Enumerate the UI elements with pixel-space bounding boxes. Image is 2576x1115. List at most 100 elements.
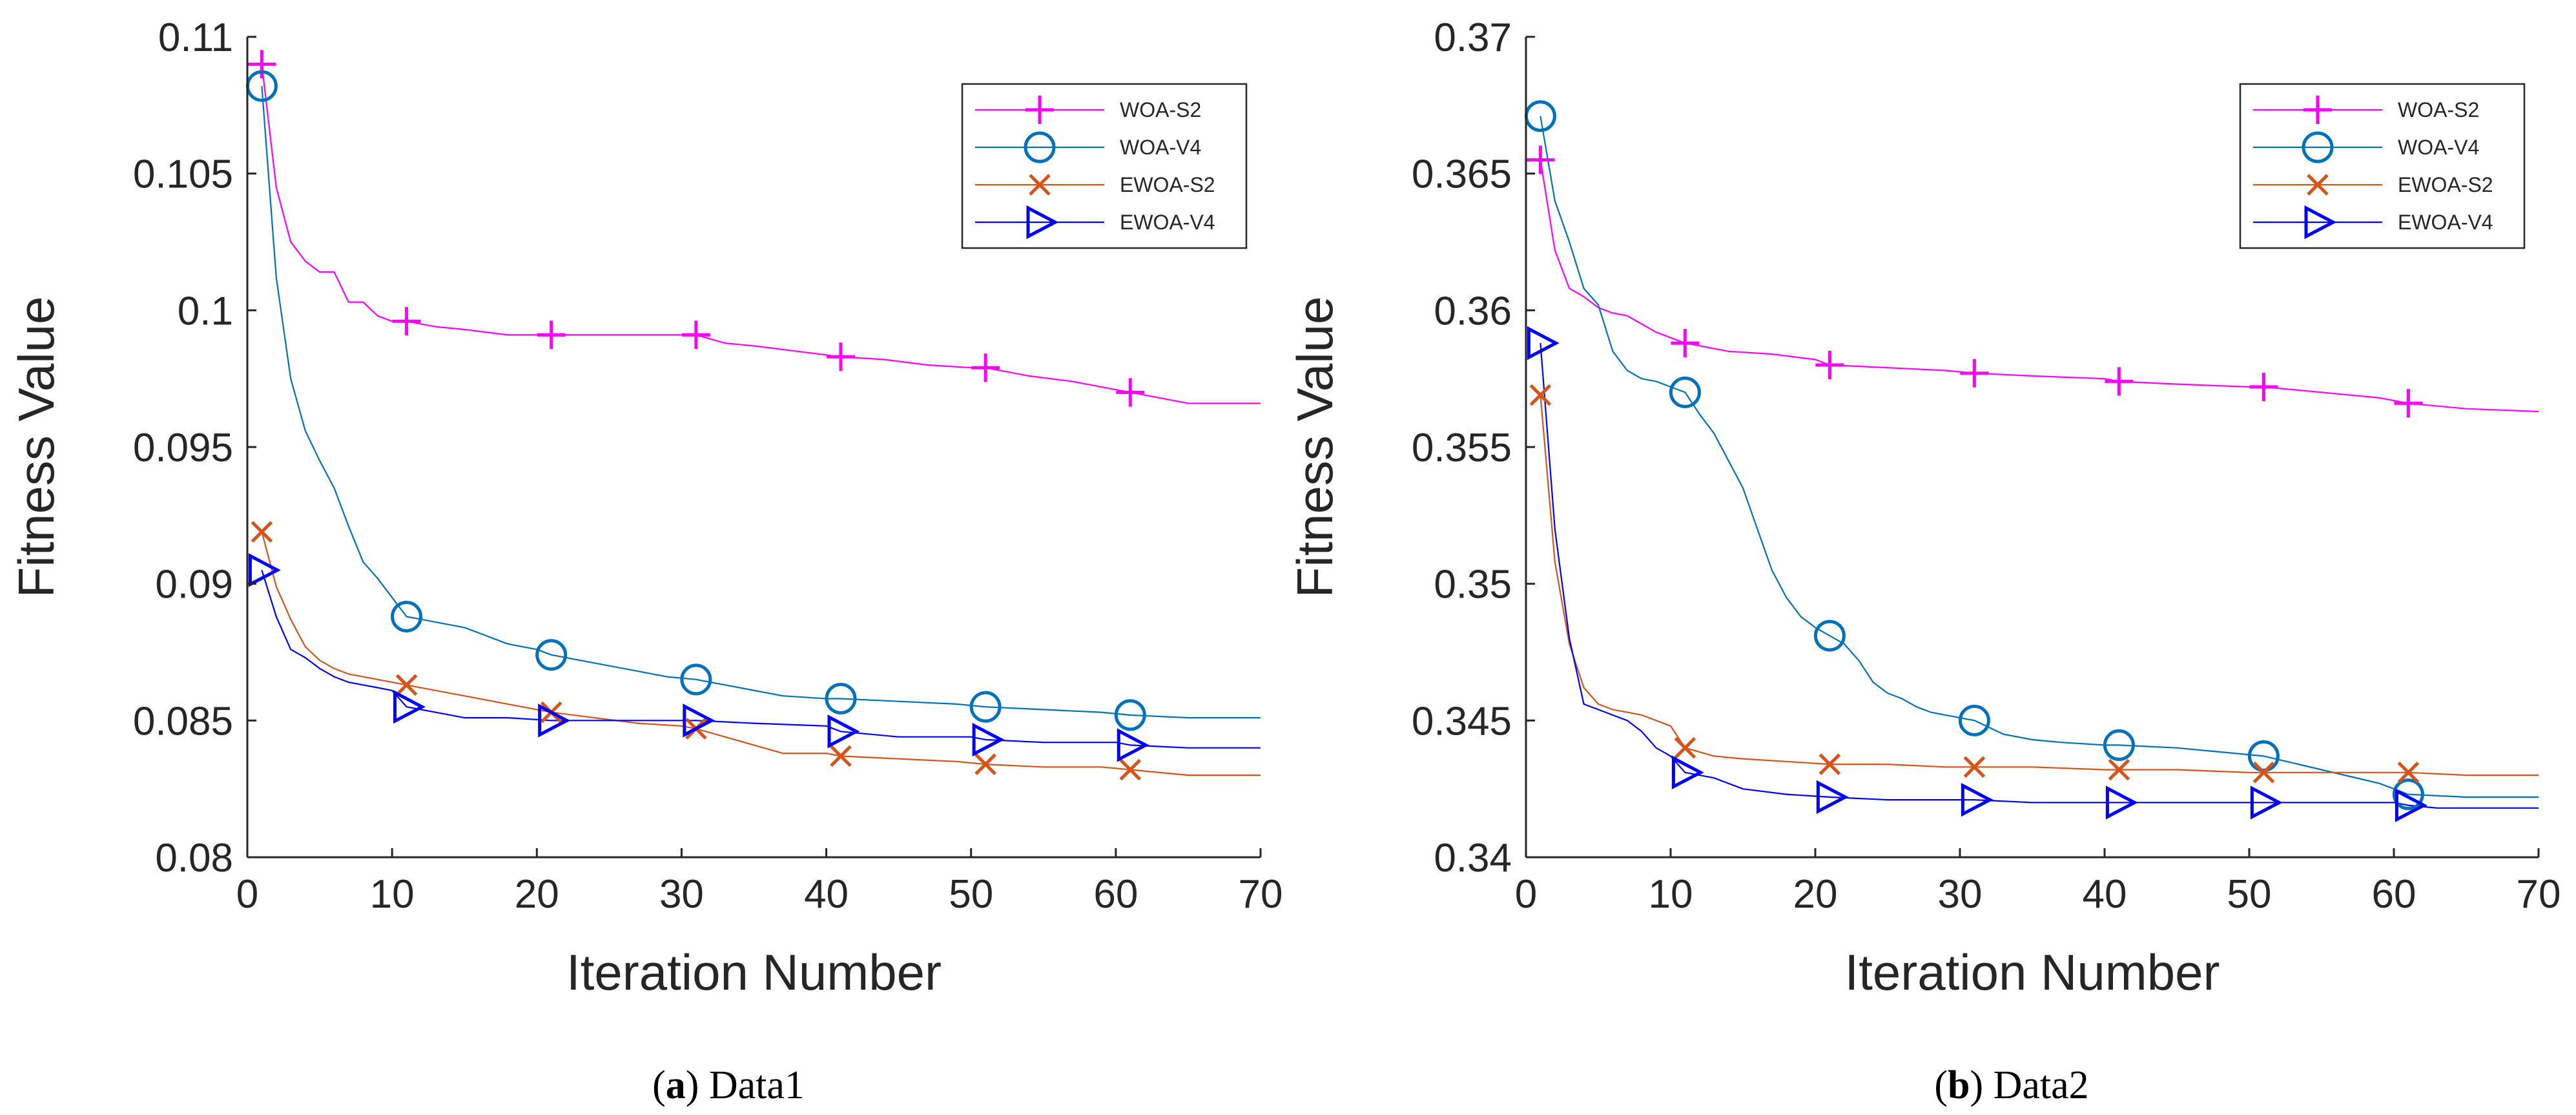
y-tick-label: 0.365 xyxy=(1412,152,1512,197)
x-tick-label: 60 xyxy=(1093,872,1138,917)
point-woa-v4-11 xyxy=(1669,376,1701,408)
y-tick-label: 0.37 xyxy=(1434,16,1512,60)
x-tick-label: 50 xyxy=(2227,872,2272,917)
point-ewoa-v4-1 xyxy=(1527,326,1560,360)
point-ewoa-s2-41-b xyxy=(830,745,852,767)
y-tick-label: 0.09 xyxy=(155,563,233,607)
series-line-woa-s2 xyxy=(261,64,1261,404)
y-tick-label: 0.355 xyxy=(1412,426,1512,470)
legend-box xyxy=(961,83,1248,249)
series-line-ewoa-v4 xyxy=(1540,343,2539,809)
series-line-woa-v4 xyxy=(261,86,1261,719)
point-woa-v4-31 xyxy=(680,663,712,696)
legend-marker-woa-v4 xyxy=(2302,131,2334,163)
point-ewoa-s2-11-b xyxy=(395,674,418,696)
point-ewoa-s2-61-b xyxy=(2397,761,2420,784)
point-ewoa-s2-51-b xyxy=(2252,761,2275,784)
legend-box xyxy=(2239,83,2526,249)
chart-panel-2: 0 10 20 30 40 50 60 70 0.34 0.345 0.35 0.355 0.36 0.3… xyxy=(1286,16,2561,1107)
point-woa-v4-11 xyxy=(391,600,423,632)
chart-panel-1: 0 10 20 30 40 50 60 70 0.08 0.085 0.09 0.095 0.1 0.10… xyxy=(8,16,1283,1107)
x-tick-label: 70 xyxy=(2517,872,2561,917)
point-ewoa-s2-61-b xyxy=(1119,758,1142,781)
x-axis-label: Iteration Number xyxy=(1845,944,2220,1001)
point-woa-v4-21 xyxy=(535,639,568,671)
y-tick-label: 0.1 xyxy=(178,289,233,333)
legend-marker-ewoa-v4 xyxy=(2304,205,2337,240)
point-ewoa-s2-31-b xyxy=(1963,756,1986,778)
legend-marker-ewoa-s2-b xyxy=(2307,174,2329,196)
y-axis-label: Fitness Value xyxy=(8,297,65,598)
point-ewoa-v4-31 xyxy=(683,703,716,738)
caption-letter: b xyxy=(1948,1063,1970,1107)
legend-marker-ewoa-v4 xyxy=(1026,205,1059,240)
legend-label-woa-s2: WOA-S2 xyxy=(1120,98,1201,121)
point-woa-v4-61 xyxy=(2392,778,2424,811)
y-tick-label: 0.085 xyxy=(133,699,233,744)
point-ewoa-s2-21-b xyxy=(1819,753,1841,775)
series-line-ewoa-s2 xyxy=(1540,395,2539,776)
y-tick-label: 0.095 xyxy=(133,426,233,470)
panel-caption: (a) Data1 xyxy=(652,1063,805,1107)
point-ewoa-v4-31 xyxy=(1961,782,1994,817)
point-ewoa-v4-41 xyxy=(827,714,860,749)
x-axis-label: Iteration Number xyxy=(566,944,942,1001)
caption-close-paren: ) xyxy=(1970,1063,1993,1107)
point-woa-v4-51 xyxy=(969,691,1002,723)
point-ewoa-v4-11 xyxy=(393,690,426,724)
series-line-ewoa-v4 xyxy=(261,570,1261,749)
legend: WOA-S2 WOA-V4 EWOA-S2 EWOA-V4 xyxy=(2239,83,2526,249)
x-tick-label: 70 xyxy=(1239,872,1283,917)
y-axis-label: Fitness Value xyxy=(1286,297,1343,598)
point-ewoa-v4-51 xyxy=(972,722,1005,757)
point-ewoa-s2-1-b xyxy=(251,521,273,543)
point-ewoa-v4-61 xyxy=(1117,728,1149,762)
legend-label-ewoa-s2: EWOA-S2 xyxy=(1120,173,1215,196)
caption-text: Data1 xyxy=(709,1063,805,1107)
point-woa-v4-41 xyxy=(825,682,857,714)
caption-letter: a xyxy=(666,1063,686,1107)
point-ewoa-v4-51 xyxy=(2250,786,2283,820)
point-woa-v4-61 xyxy=(1114,699,1146,731)
y-tick-label: 0.345 xyxy=(1412,699,1512,744)
x-tick-label: 40 xyxy=(2083,872,2127,917)
y-tick-label: 0.34 xyxy=(1434,836,1512,881)
point-ewoa-s2-51-b xyxy=(974,753,996,775)
x-tick-label: 0 xyxy=(236,872,258,917)
x-tick-label: 20 xyxy=(1793,872,1838,917)
x-tick-label: 60 xyxy=(2372,872,2416,917)
x-tick-label: 40 xyxy=(804,872,849,917)
legend-label-ewoa-v4: EWOA-V4 xyxy=(1120,211,1215,234)
x-tick-label: 0 xyxy=(1515,872,1537,917)
x-tick-label: 30 xyxy=(659,872,704,917)
x-tick-label: 10 xyxy=(370,872,415,917)
y-tick-label: 0.35 xyxy=(1434,563,1512,607)
point-woa-v4-1 xyxy=(1524,100,1556,132)
y-tick-label: 0.11 xyxy=(158,16,233,60)
legend-label-woa-v4: WOA-V4 xyxy=(1120,136,1201,159)
point-woa-v4-21 xyxy=(1813,620,1846,652)
point-ewoa-v4-61 xyxy=(2395,788,2427,822)
caption-open-paren: ( xyxy=(652,1063,666,1107)
point-ewoa-v4-21 xyxy=(538,703,571,738)
legend: WOA-S2 WOA-V4 EWOA-S2 EWOA-V4 xyxy=(961,83,1248,249)
series-line-ewoa-s2 xyxy=(261,531,1261,776)
point-ewoa-v4-11 xyxy=(1671,755,1704,789)
point-ewoa-v4-21 xyxy=(1816,780,1849,814)
point-ewoa-s2-1-b xyxy=(1529,384,1552,406)
legend-label-woa-s2: WOA-S2 xyxy=(2398,98,2479,121)
point-ewoa-v4-1 xyxy=(248,553,281,587)
x-tick-label: 20 xyxy=(515,872,559,917)
caption-text: Data2 xyxy=(1994,1063,2089,1107)
panel-caption: (b) Data2 xyxy=(1934,1063,2088,1107)
x-tick-label: 30 xyxy=(1938,872,1983,917)
point-ewoa-s2-41-b xyxy=(2108,758,2130,781)
series-line-woa-v4 xyxy=(1540,116,2539,798)
point-woa-v4-31 xyxy=(1958,704,1990,736)
legend-marker-woa-v4 xyxy=(1024,131,1056,163)
point-ewoa-s2-11-b xyxy=(1674,736,1696,759)
x-tick-label: 10 xyxy=(1649,872,1693,917)
caption-close-paren: ) xyxy=(686,1063,709,1107)
y-tick-label: 0.08 xyxy=(155,836,233,881)
